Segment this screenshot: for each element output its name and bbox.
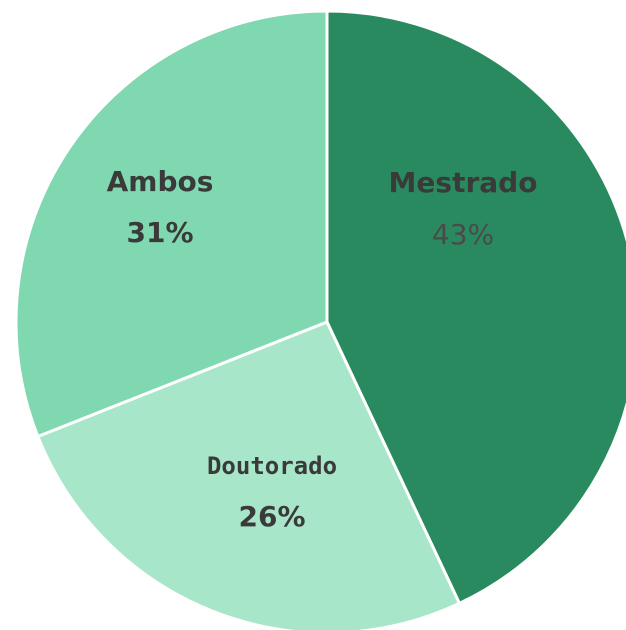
slice-value-label: 43% [432,218,494,251]
pie-slice [325,9,626,606]
slice-label: Mestrado [389,166,538,199]
pie-slice [35,320,462,630]
slice-value-label: 26% [238,500,305,533]
slice-label: Ambos [107,165,214,198]
slice-value-label: 31% [126,216,193,249]
slice-label: Doutorado [207,452,337,480]
pie-slice [14,9,329,439]
